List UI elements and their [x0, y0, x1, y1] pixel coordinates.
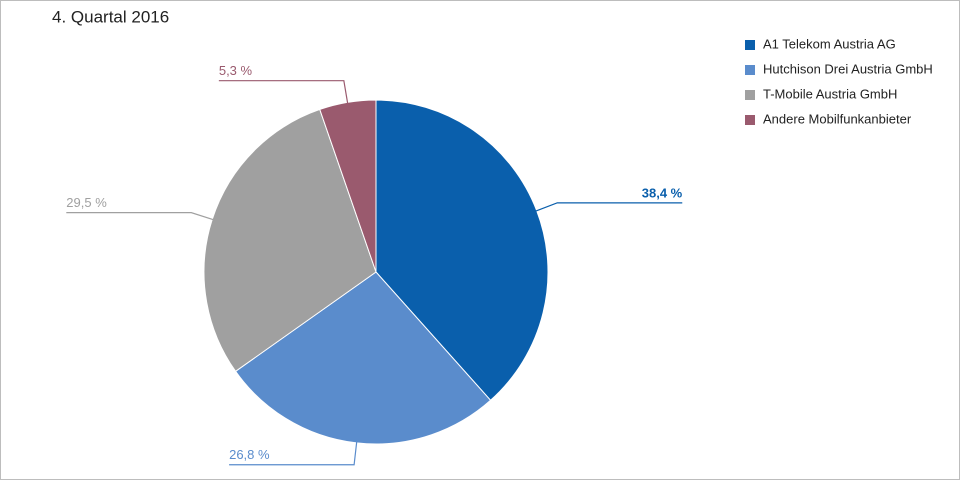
- leader-line: [66, 212, 215, 221]
- legend-swatch: [745, 40, 755, 50]
- chart-title: 4. Quartal 2016: [52, 7, 169, 26]
- legend-label: Andere Mobilfunkanbieter: [763, 111, 912, 126]
- legend-swatch: [745, 90, 755, 100]
- value-label: 5,3 %: [219, 63, 253, 78]
- legend-label: A1 Telekom Austria AG: [763, 36, 896, 51]
- legend-swatch: [745, 65, 755, 75]
- legend-label: T-Mobile Austria GmbH: [763, 86, 897, 101]
- legend-swatch: [745, 115, 755, 125]
- value-label: 38,4 %: [642, 185, 683, 200]
- leader-line: [229, 440, 358, 466]
- leader-line: [534, 202, 683, 212]
- leader-line: [218, 80, 349, 105]
- value-label: 29,5 %: [66, 195, 107, 210]
- value-label: 26,8 %: [229, 447, 270, 462]
- legend-label: Hutchison Drei Austria GmbH: [763, 61, 933, 76]
